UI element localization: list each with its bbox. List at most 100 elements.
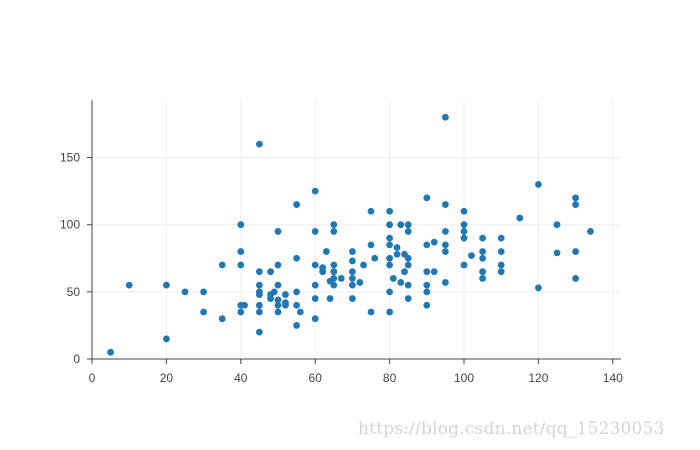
data-point (237, 261, 245, 269)
data-point (330, 268, 338, 276)
data-point (479, 254, 486, 262)
data-point (311, 228, 319, 235)
data-point (460, 234, 468, 242)
data-point (282, 291, 289, 298)
data-point (125, 281, 133, 289)
data-point (535, 284, 542, 292)
data-point (256, 288, 263, 296)
data-point (393, 244, 401, 251)
data-point (423, 241, 431, 249)
data-point (218, 315, 226, 323)
data-point (163, 335, 170, 343)
data-point (360, 261, 367, 269)
watermark-text: https://blog.csdn.net/qq_15230053 (358, 419, 665, 439)
y-tick-label: 0 (73, 352, 80, 366)
data-point (241, 301, 248, 309)
data-point (337, 275, 345, 282)
data-point (423, 281, 431, 289)
data-point (497, 268, 505, 276)
data-point (386, 221, 393, 229)
data-point (330, 261, 338, 269)
data-point (423, 288, 431, 296)
data-point (442, 241, 449, 249)
data-point (367, 308, 375, 316)
data-point (423, 268, 431, 276)
data-point (311, 295, 319, 302)
data-point (311, 261, 319, 269)
data-point (256, 140, 263, 148)
data-point (479, 248, 486, 255)
data-point (311, 281, 319, 289)
data-point (326, 295, 334, 302)
data-point (296, 308, 304, 316)
data-point (404, 295, 412, 302)
data-point (497, 234, 505, 242)
data-point (386, 261, 393, 269)
data-points (107, 113, 594, 356)
data-point (460, 228, 468, 235)
y-tick-labels: 0 50 100 150 (60, 151, 80, 366)
data-point (442, 113, 449, 121)
gridlines (87, 100, 621, 364)
data-point (274, 308, 282, 316)
data-point (460, 221, 468, 229)
data-point (516, 214, 524, 222)
data-point (322, 248, 330, 255)
data-point (218, 261, 226, 269)
data-point (397, 221, 405, 229)
data-point (468, 252, 475, 259)
data-point (423, 301, 431, 309)
data-point (442, 279, 449, 286)
data-point (367, 207, 375, 215)
data-point (479, 234, 486, 242)
data-point (572, 194, 579, 202)
data-point (423, 194, 431, 202)
data-point (460, 207, 468, 215)
data-point (349, 268, 356, 276)
x-tick-label: 140 (603, 371, 623, 385)
data-point (479, 268, 486, 276)
data-point (256, 328, 263, 336)
x-tick-label: 40 (234, 371, 248, 385)
data-point (386, 288, 393, 296)
data-point (386, 207, 393, 215)
data-point (460, 261, 468, 269)
data-point (404, 254, 412, 262)
x-tick-label: 0 (89, 371, 96, 385)
data-point (274, 261, 282, 269)
data-point (293, 201, 300, 208)
x-tick-label: 60 (309, 371, 323, 385)
data-point (270, 288, 278, 296)
data-point (404, 228, 412, 235)
data-point (163, 281, 170, 289)
data-point (349, 295, 356, 302)
data-point (274, 296, 282, 304)
data-point (330, 275, 338, 282)
data-point (442, 248, 449, 255)
data-point (371, 254, 379, 262)
data-point (349, 275, 356, 282)
data-point (330, 228, 338, 235)
data-point (256, 268, 263, 276)
data-point (572, 201, 579, 208)
data-point (479, 275, 486, 282)
data-point (311, 315, 319, 323)
data-point (393, 250, 401, 258)
y-tick-label: 100 (60, 218, 80, 232)
data-point (330, 221, 338, 229)
data-point (386, 241, 393, 249)
x-tick-label: 120 (528, 371, 548, 385)
data-point (282, 299, 289, 306)
data-point (553, 221, 561, 229)
data-point (386, 254, 393, 262)
data-point (367, 241, 375, 249)
data-point (587, 228, 594, 235)
data-point (553, 249, 561, 257)
data-point (401, 268, 408, 276)
data-point (535, 181, 542, 188)
y-tick-label: 150 (60, 151, 80, 165)
data-point (267, 268, 274, 276)
data-point (404, 261, 412, 269)
x-tick-label: 20 (160, 371, 174, 385)
